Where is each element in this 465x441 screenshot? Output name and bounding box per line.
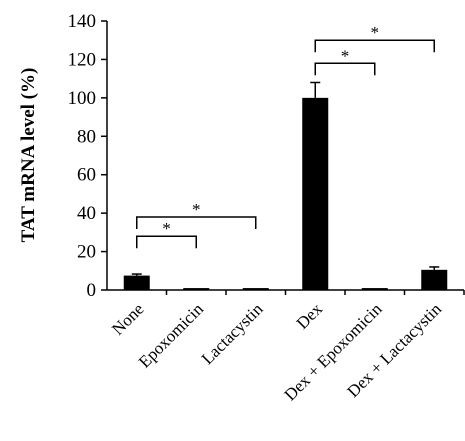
y-tick-label: 20: [77, 242, 96, 263]
x-category-label: Dex: [293, 299, 327, 333]
y-tick-label: 80: [77, 126, 96, 147]
bar-epoxomicin: [183, 288, 210, 290]
significance-marker: *: [162, 219, 171, 238]
y-tick-label: 40: [77, 203, 96, 224]
significance-bracket: [136, 235, 197, 249]
significance-bracket: [314, 39, 435, 53]
bar-none: [123, 275, 150, 290]
bar-dex-epoxomicin: [361, 288, 388, 290]
significance-bracket: [314, 62, 376, 76]
y-tick-label: 120: [68, 49, 97, 70]
bar-lactacystin: [242, 288, 269, 290]
y-tick-label: 60: [77, 165, 96, 186]
bar-dex-lactacystin: [421, 269, 448, 290]
x-category-label: Epoxomicin: [135, 299, 208, 372]
significance-marker: *: [341, 46, 350, 65]
significance-marker: *: [192, 200, 201, 219]
y-tick-label: 0: [87, 280, 97, 301]
significance-bracket: [136, 216, 257, 229]
significance-marker: *: [371, 23, 380, 42]
y-axis-title: TAT mRNA level (%): [18, 68, 39, 243]
bar-dex: [302, 97, 329, 290]
x-category-label: Lactacystin: [198, 299, 267, 368]
y-tick-label: 100: [68, 88, 97, 109]
x-category-label: None: [108, 299, 147, 338]
y-tick-label: 140: [68, 11, 97, 32]
